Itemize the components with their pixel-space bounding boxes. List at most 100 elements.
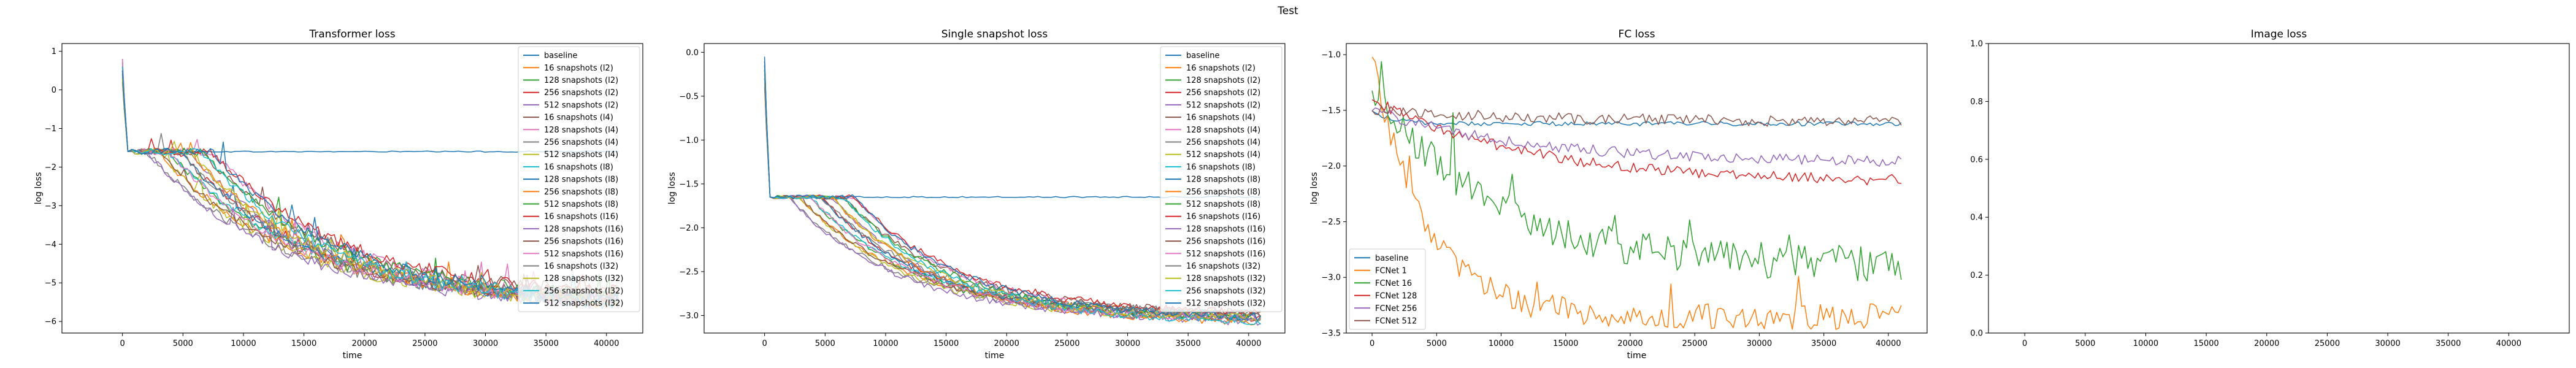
x-tick-label: 40000 <box>1236 339 1261 348</box>
x-tick-label: 35000 <box>1811 339 1836 348</box>
legend-label: 128 snapshots (l8) <box>1186 175 1260 185</box>
x-tick-label: 40000 <box>1876 339 1901 348</box>
x-tick-label: 10000 <box>873 339 898 348</box>
legend-item: FCNet 256 <box>1354 304 1417 313</box>
y-tick-label: 0.8 <box>1970 98 1983 107</box>
x-tick-label: 30000 <box>1747 339 1772 348</box>
x-tick-label: 25000 <box>412 339 437 348</box>
legend-item: baseline <box>1165 52 1219 61</box>
legend-item: 16 snapshots (l4) <box>523 113 613 123</box>
legend-label: 512 snapshots (l2) <box>544 101 618 110</box>
x-axis: 0 5000 10000 15000 20000 25000 30000 35000 40000… <box>120 333 619 361</box>
legend-item: 256 snapshots (l8) <box>523 188 618 197</box>
y-tick-label: −1.0 <box>679 136 699 145</box>
chart-title: Single snapshot loss <box>941 28 1048 40</box>
legend-item: 512 snapshots (l2) <box>523 101 618 110</box>
x-tick-label: 10000 <box>231 339 256 348</box>
y-tick-label: −4 <box>45 240 56 250</box>
legend-item: 256 snapshots (l8) <box>1165 188 1260 197</box>
legend-label: 128 snapshots (l4) <box>544 126 618 135</box>
x-tick-label: 5000 <box>1427 339 1447 348</box>
legend-label: 16 snapshots (l4) <box>544 113 613 123</box>
legend-label: 512 snapshots (l32) <box>544 299 623 309</box>
x-tick-label: 5000 <box>815 339 835 348</box>
y-tick-label: −6 <box>45 318 56 327</box>
x-axis-label: time <box>343 351 362 361</box>
x-axis: 0 5000 10000 15000 20000 25000 30000 35000 40000… <box>762 333 1261 361</box>
legend-item: 256 snapshots (l16) <box>523 237 623 247</box>
legend-item: baseline <box>1354 254 1408 263</box>
legend-label: baseline <box>544 52 577 61</box>
series-line <box>1371 107 1902 167</box>
legend-item: 128 snapshots (l4) <box>523 126 618 135</box>
legend-label: 256 snapshots (l32) <box>544 286 623 296</box>
legend-label: 16 snapshots (l16) <box>1186 212 1260 221</box>
series-lines <box>1371 56 1902 330</box>
legend-item: 256 snapshots (l16) <box>1165 237 1265 247</box>
legend-item: 128 snapshots (l8) <box>523 175 618 185</box>
legend-item: 128 snapshots (l2) <box>1165 76 1260 85</box>
legend-label: 16 snapshots (l4) <box>1186 113 1255 123</box>
x-tick-label: 10000 <box>1489 339 1514 348</box>
legend-item: 128 snapshots (l2) <box>523 76 618 85</box>
y-axis-label: log loss <box>1309 172 1319 205</box>
legend-label: FCNet 16 <box>1375 279 1412 288</box>
legend-label: FCNet 512 <box>1375 316 1417 326</box>
legend-item: 512 snapshots (l32) <box>1165 299 1265 309</box>
legend-label: 16 snapshots (l32) <box>1186 262 1260 271</box>
legend-label: 16 snapshots (l2) <box>1186 64 1255 73</box>
legend-item: 128 snapshots (l8) <box>1165 175 1260 185</box>
x-tick-label: 20000 <box>994 339 1019 348</box>
series-line <box>1371 99 1902 186</box>
series-line <box>764 79 1262 323</box>
legend-label: FCNet 128 <box>1375 291 1417 301</box>
legend-item: 256 snapshots (l4) <box>523 138 618 147</box>
x-tick-label: 0 <box>1370 339 1374 348</box>
y-tick-label: 0.0 <box>686 48 699 58</box>
y-tick-label: −2.5 <box>1321 218 1341 227</box>
legend-label: 256 snapshots (l4) <box>544 138 618 147</box>
legend-box <box>1160 46 1282 312</box>
y-axis-label: log loss <box>34 172 44 205</box>
legend-label: 16 snapshots (l2) <box>544 64 613 73</box>
legend-item: baseline <box>523 52 577 61</box>
legend-label: 512 snapshots (l8) <box>544 200 618 209</box>
y-axis: 0.0 0.2 0.4 0.6 0.8 1.0 <box>1970 40 1988 339</box>
legend-item: 16 snapshots (l8) <box>1165 163 1255 172</box>
x-tick-label: 35000 <box>2436 339 2461 348</box>
y-tick-label: −1.5 <box>679 180 699 189</box>
legend-item: 16 snapshots (l8) <box>523 163 613 172</box>
legend-item: 128 snapshots (l4) <box>1165 126 1260 135</box>
legend-item: 128 snapshots (l32) <box>1165 274 1265 283</box>
plot-frame <box>1988 43 2570 334</box>
legend-item: 256 snapshots (l4) <box>1165 138 1260 147</box>
y-axis: −3.0 −2.5 −2.0 −1.5 −1.0 −0.5 0.0 log loss <box>667 48 704 321</box>
legend-label: 128 snapshots (l2) <box>1186 76 1260 85</box>
legend-label: 512 snapshots (l32) <box>1186 299 1265 309</box>
legend-label: 16 snapshots (l8) <box>544 163 613 172</box>
y-tick-label: 0.2 <box>1970 271 1983 280</box>
x-tick-label: 40000 <box>594 339 619 348</box>
legend-box <box>1349 248 1426 330</box>
legend-item: 256 snapshots (l32) <box>1165 286 1265 296</box>
x-tick-label: 30000 <box>1115 339 1140 348</box>
x-tick-label: 5000 <box>2075 339 2095 348</box>
legend-item: 256 snapshots (l32) <box>523 286 623 296</box>
legend-label: 512 snapshots (l4) <box>544 150 618 159</box>
x-tick-label: 40000 <box>2496 339 2521 348</box>
chart-panel-3: FC loss 0 5000 10000 15000 20000 25000 30000 350… <box>1309 28 1928 361</box>
plot-frame <box>703 43 1286 334</box>
legend-label: 128 snapshots (l32) <box>1186 274 1265 283</box>
y-tick-label: 0 <box>52 86 56 95</box>
chart-title: Transformer loss <box>309 28 395 40</box>
legend-item: 16 snapshots (l4) <box>1165 113 1255 123</box>
chart-panel-1: Transformer loss 0 5000 10000 15000 20000 2500… <box>34 28 643 361</box>
chart-title: FC loss <box>1619 28 1655 40</box>
legend-label: 256 snapshots (l16) <box>544 237 623 247</box>
legend-label: 128 snapshots (l16) <box>1186 224 1265 234</box>
x-tick-label: 30000 <box>473 339 498 348</box>
legend-label: 256 snapshots (l2) <box>1186 88 1260 98</box>
series-line <box>764 69 1262 322</box>
plot-frame <box>61 43 643 334</box>
